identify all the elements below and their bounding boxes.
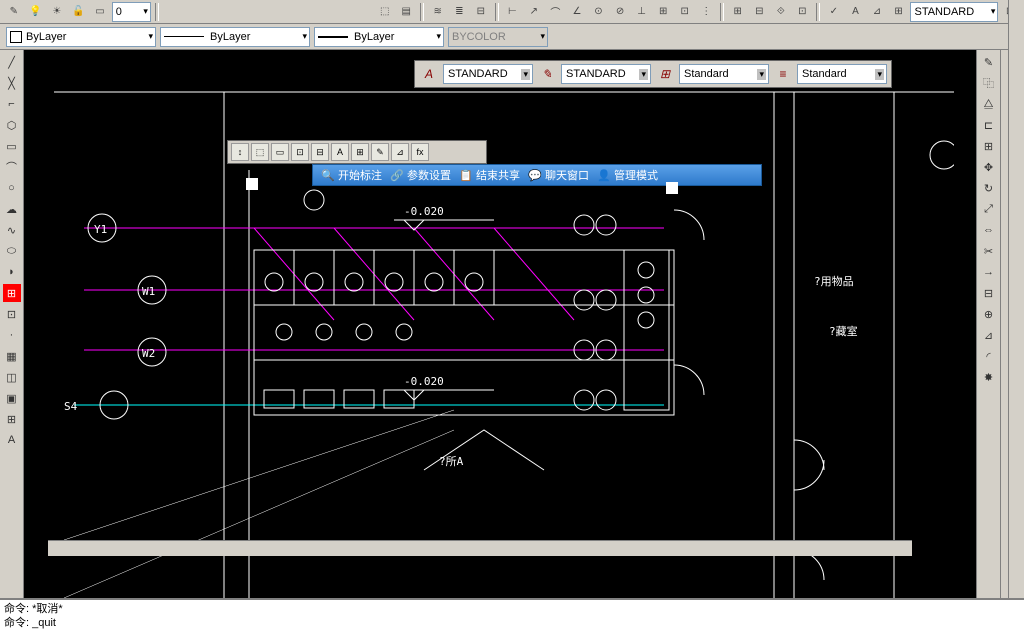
dim-aligned-icon[interactable]: ↗ (524, 2, 544, 22)
tool-btn[interactable]: ⋮ (696, 2, 716, 22)
lightbulb-icon[interactable]: 💡 (26, 2, 46, 22)
command-line[interactable]: 命令: *取消* 命令: _quit (0, 598, 1024, 640)
dim-radius-icon[interactable]: ⊙ (589, 2, 609, 22)
mtext-icon[interactable]: A (2, 430, 22, 450)
ellipsearc-icon[interactable]: ◗ (2, 262, 22, 282)
scale-icon[interactable]: ⤢ (979, 199, 999, 219)
layer-prop-icon[interactable]: ▭ (90, 2, 110, 22)
sun-icon[interactable]: ☀ (47, 2, 67, 22)
tool-btn[interactable]: ⊡ (675, 2, 695, 22)
tool-btn[interactable]: ≣ (449, 2, 469, 22)
tool-btn[interactable]: ✎ (4, 2, 24, 22)
room-label: ?所A (439, 455, 464, 468)
arc-icon[interactable]: ⌒ (2, 157, 22, 177)
join-icon[interactable]: ⊕ (979, 304, 999, 324)
array-icon[interactable]: ⊞ (979, 136, 999, 156)
axis-y1: Y1 (94, 223, 107, 236)
tool-btn[interactable]: ✓ (824, 2, 844, 22)
tool-btn[interactable]: ▤ (396, 2, 416, 22)
mirror-icon[interactable]: ⧋ (979, 94, 999, 114)
tool-btn[interactable]: ≋ (428, 2, 448, 22)
dim-ord-icon[interactable]: ⊥ (632, 2, 652, 22)
drawing-canvas[interactable]: A STANDARD ✎ STANDARD ⊞ Standard ≡ Stand… (24, 50, 976, 598)
extend-icon[interactable]: → (979, 262, 999, 282)
rectangle-icon[interactable]: ▭ (2, 136, 22, 156)
cmd-line1: 命令: *取消* (4, 602, 1020, 616)
tool-btn[interactable]: ⊟ (750, 2, 770, 22)
cmd-line2: 命令: _quit (4, 616, 1020, 630)
properties-row: ByLayer ByLayer ByLayer BYCOLOR (0, 24, 1024, 50)
gradient-icon[interactable]: ◫ (2, 367, 22, 387)
tool-btn[interactable]: A (846, 2, 866, 22)
axis-w2: W2 (142, 347, 155, 360)
bigtext1: ?用物品 (814, 274, 854, 288)
tool-btn[interactable]: ⟐ (771, 2, 791, 22)
explode-icon[interactable]: ✸ (979, 367, 999, 387)
spline-icon[interactable]: ∿ (2, 220, 22, 240)
stretch-icon[interactable]: ⇔ (979, 220, 999, 240)
modify-toolbar: ✎ ⿻ ⧋ ⊏ ⊞ ✥ ↻ ⤢ ⇔ ✂ → ⊟ ⊕ ⊿ ◜ ✸ (976, 50, 1000, 598)
axis-s4: S4 (64, 400, 78, 413)
elev2: -0.020 (404, 375, 444, 388)
polygon-icon[interactable]: ⬡ (2, 115, 22, 135)
rotate-icon[interactable]: ↻ (979, 178, 999, 198)
draw-toolbar: ╱ ╳ ⌐ ⬡ ▭ ⌒ ○ ☁ ∿ ⬭ ◗ ⊞ ⊡ · ▦ ◫ ▣ ⊞ A (0, 50, 24, 598)
fillet-icon[interactable]: ◜ (979, 346, 999, 366)
offset-icon[interactable]: ⊏ (979, 115, 999, 135)
hatch-icon[interactable]: ▦ (2, 346, 22, 366)
plotcolor-dropdown[interactable]: BYCOLOR (448, 27, 548, 47)
break-icon[interactable]: ⊟ (979, 283, 999, 303)
tool-btn[interactable]: ⊿ (867, 2, 887, 22)
main-area: ╱ ╳ ⌐ ⬡ ▭ ⌒ ○ ☁ ∿ ⬭ ◗ ⊞ ⊡ · ▦ ◫ ▣ ⊞ A A … (0, 50, 1024, 598)
layer-color-dropdown[interactable]: ByLayer (6, 27, 156, 47)
dim-linear-icon[interactable]: ⊢ (503, 2, 523, 22)
table-icon[interactable]: ⊞ (2, 409, 22, 429)
dimstyle-dropdown[interactable]: STANDARD (910, 2, 998, 22)
tool-btn[interactable]: ⊟ (471, 2, 491, 22)
top-toolbar: ✎ 💡 ☀ 🔓 ▭ 0 ⬚ ▤ ≋ ≣ ⊟ ⊢ ↗ ⌒ ∠ ⊙ ⊘ ⊥ ⊞ ⊡ … (0, 0, 1024, 24)
cad-svg: Y1 W1 W2 S4 -0.020 -0.020 ?所A ?用物品 ?藏室 (24, 50, 954, 598)
dim-dia-icon[interactable]: ⊘ (610, 2, 630, 22)
circle-icon[interactable]: ○ (2, 178, 22, 198)
revcloud-icon[interactable]: ☁ (2, 199, 22, 219)
tool-btn[interactable]: ⊡ (793, 2, 813, 22)
dim-arc-icon[interactable]: ⌒ (546, 2, 566, 22)
pline-icon[interactable]: ⌐ (2, 94, 22, 114)
chamfer-icon[interactable]: ⊿ (979, 325, 999, 345)
ellipse-icon[interactable]: ⬭ (2, 241, 22, 261)
linetype-dropdown[interactable]: ByLayer (160, 27, 310, 47)
bigtext2: ?藏室 (829, 324, 858, 338)
hscrollbar[interactable] (48, 540, 912, 556)
elev1: -0.020 (404, 205, 444, 218)
erase-icon[interactable]: ✎ (979, 52, 999, 72)
copy-icon[interactable]: ⿻ (979, 73, 999, 93)
tool-btn[interactable]: ⊞ (728, 2, 748, 22)
tool-btn[interactable]: ⊞ (653, 2, 673, 22)
trim-icon[interactable]: ✂ (979, 241, 999, 261)
block-icon[interactable]: ⊡ (2, 304, 22, 324)
vscrollbar[interactable] (1008, 0, 1024, 598)
lineweight-dropdown[interactable]: ByLayer (314, 27, 444, 47)
tool-btn[interactable]: ⊞ (889, 2, 909, 22)
region-icon[interactable]: ▣ (2, 388, 22, 408)
layer-num[interactable]: 0 (112, 2, 151, 22)
line-icon[interactable]: ╱ (2, 52, 22, 72)
insert-icon[interactable]: ⊞ (2, 283, 22, 303)
axis-w1: W1 (142, 285, 155, 298)
xline-icon[interactable]: ╳ (2, 73, 22, 93)
point-icon[interactable]: · (2, 325, 22, 345)
tool-btn[interactable]: ⬚ (375, 2, 395, 22)
lock-icon[interactable]: 🔓 (69, 2, 89, 22)
dim-angle-icon[interactable]: ∠ (567, 2, 587, 22)
move-icon[interactable]: ✥ (979, 157, 999, 177)
